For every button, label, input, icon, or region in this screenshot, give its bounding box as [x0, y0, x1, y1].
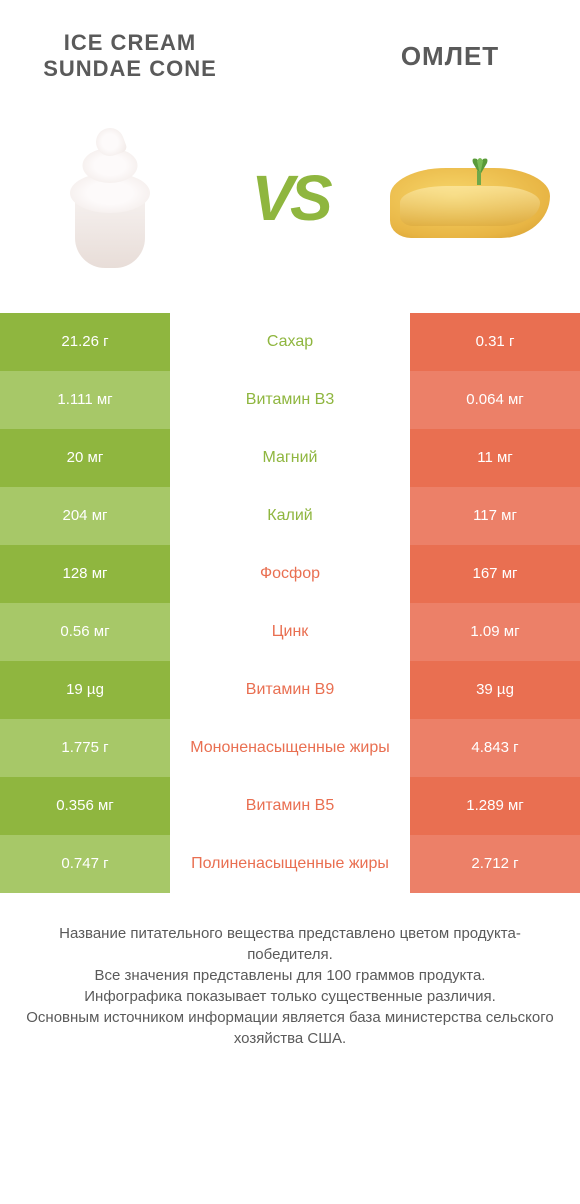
value-right: 0.064 мг	[410, 371, 580, 429]
nutrient-label: Витамин B3	[170, 371, 410, 429]
product-image-left	[30, 118, 190, 278]
value-right: 39 µg	[410, 661, 580, 719]
product-title-right: Омлет	[350, 41, 550, 72]
value-left: 0.356 мг	[0, 777, 170, 835]
omelette-icon	[390, 148, 550, 248]
value-right: 117 мг	[410, 487, 580, 545]
value-left: 20 мг	[0, 429, 170, 487]
value-left: 0.747 г	[0, 835, 170, 893]
nutrient-label: Полиненасыщенные жиры	[170, 835, 410, 893]
value-left: 0.56 мг	[0, 603, 170, 661]
value-left: 19 µg	[0, 661, 170, 719]
nutrient-label: Цинк	[170, 603, 410, 661]
value-right: 167 мг	[410, 545, 580, 603]
table-row: 204 мгКалий117 мг	[0, 487, 580, 545]
footer-notes: Название питательного вещества представл…	[0, 893, 580, 1079]
value-left: 128 мг	[0, 545, 170, 603]
table-row: 128 мгФосфор167 мг	[0, 545, 580, 603]
table-row: 1.775 гМононенасыщенные жиры4.843 г	[0, 719, 580, 777]
nutrient-label: Калий	[170, 487, 410, 545]
table-row: 20 мгМагний11 мг	[0, 429, 580, 487]
footer-line: Название питательного вещества представл…	[20, 923, 560, 965]
nutrient-label: Сахар	[170, 313, 410, 371]
images-row: VS	[0, 93, 580, 313]
table-row: 1.111 мгВитамин B30.064 мг	[0, 371, 580, 429]
table-row: 19 µgВитамин B939 µg	[0, 661, 580, 719]
value-right: 2.712 г	[410, 835, 580, 893]
product-image-right	[390, 118, 550, 278]
value-left: 21.26 г	[0, 313, 170, 371]
table-row: 0.56 мгЦинк1.09 мг	[0, 603, 580, 661]
value-right: 1.09 мг	[410, 603, 580, 661]
nutrient-label: Фосфор	[170, 545, 410, 603]
value-left: 1.111 мг	[0, 371, 170, 429]
nutrient-label: Витамин B5	[170, 777, 410, 835]
product-title-left: ICE CREAM SUNDAE CONE	[30, 30, 230, 83]
comparison-table: 21.26 гСахар0.31 г1.111 мгВитамин B30.06…	[0, 313, 580, 893]
value-right: 11 мг	[410, 429, 580, 487]
table-row: 0.747 гПолиненасыщенные жиры2.712 г	[0, 835, 580, 893]
table-row: 21.26 гСахар0.31 г	[0, 313, 580, 371]
value-right: 4.843 г	[410, 719, 580, 777]
nutrient-label: Магний	[170, 429, 410, 487]
table-row: 0.356 мгВитамин B51.289 мг	[0, 777, 580, 835]
value-left: 204 мг	[0, 487, 170, 545]
header: ICE CREAM SUNDAE CONE Омлет	[0, 0, 580, 93]
vs-label: VS	[251, 161, 328, 235]
footer-line: Инфографика показывает только существенн…	[20, 986, 560, 1007]
value-left: 1.775 г	[0, 719, 170, 777]
value-right: 0.31 г	[410, 313, 580, 371]
value-right: 1.289 мг	[410, 777, 580, 835]
footer-line: Все значения представлены для 100 граммо…	[20, 965, 560, 986]
nutrient-label: Витамин B9	[170, 661, 410, 719]
nutrient-label: Мононенасыщенные жиры	[170, 719, 410, 777]
footer-line: Основным источником информации является …	[20, 1007, 560, 1049]
sundae-icon	[65, 128, 155, 268]
